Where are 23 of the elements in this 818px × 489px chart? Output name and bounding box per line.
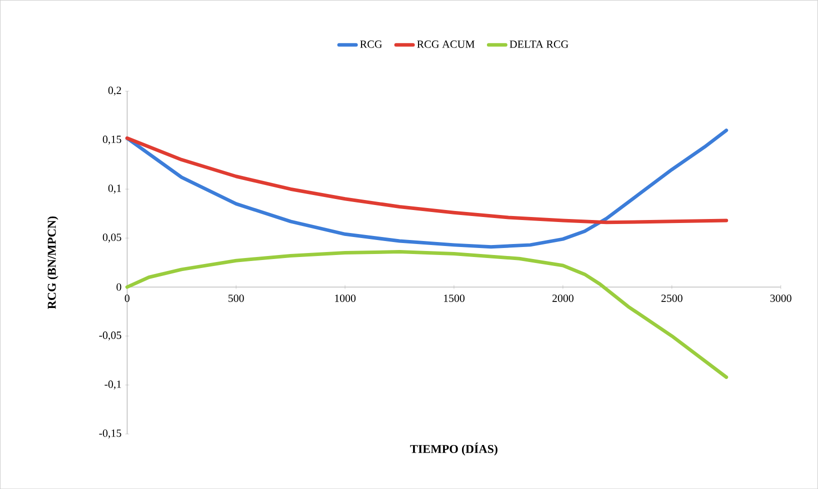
y-tick-label: -0,1 [104,380,121,390]
legend-label: RCG [360,40,382,48]
y-tick-label: 0,05 [102,234,122,242]
line-series [125,128,728,249]
x-tick-label: 0 [124,294,130,302]
y-tick-label: 0,2 [108,86,122,96]
line-series [125,250,728,379]
x-tick-label: 2500 [661,294,682,302]
y-tick-label: -0,15 [99,429,122,438]
x-tick-label: 1000 [335,294,356,302]
y-tick-label: 0 [116,283,122,291]
y-tick-label: 0,1 [108,184,121,194]
y-tick-label: -0,05 [99,331,122,340]
x-tick-label: 3000 [770,294,792,302]
legend-label: RCG ACUM [417,40,475,48]
x-tick-label: 1500 [444,294,465,302]
x-tick-label: 2000 [552,294,574,302]
line-series [125,136,728,224]
x-axis-title: TIEMPO (DÍAS) [410,442,498,456]
x-tick-label: 500 [228,294,244,302]
y-axis-title: RCG (BN/MPCN) [47,216,58,309]
legend-label: DELTA RCG [510,40,568,48]
y-tick-label: 0,15 [102,136,122,145]
